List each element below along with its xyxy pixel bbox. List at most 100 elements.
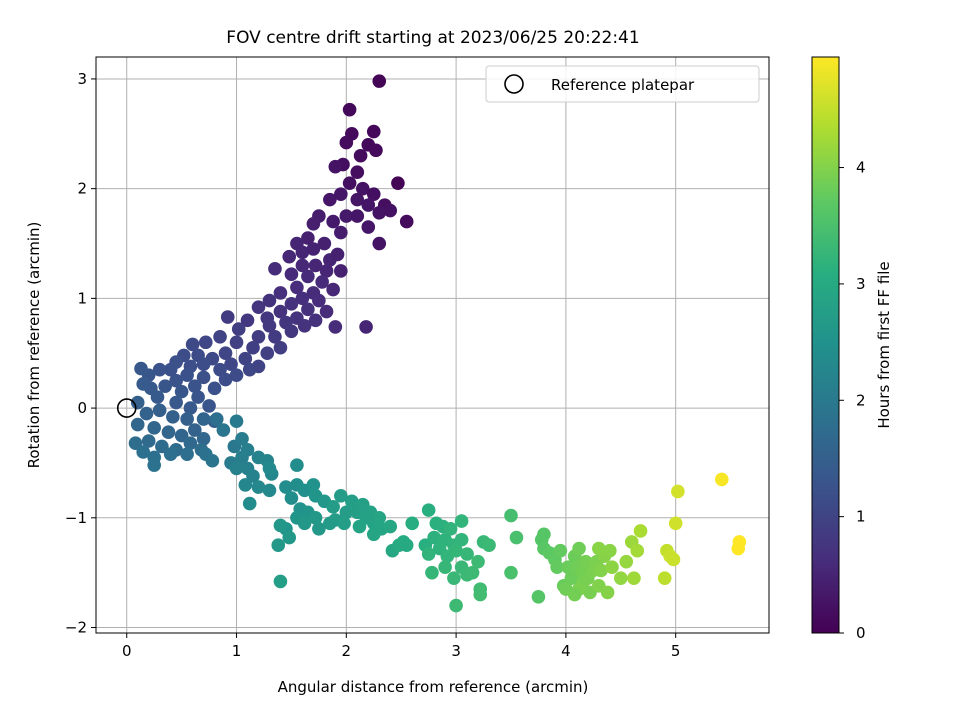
reference-marker-layer bbox=[116, 398, 137, 418]
data-point bbox=[128, 436, 143, 450]
data-point bbox=[342, 102, 357, 117]
data-point bbox=[328, 159, 343, 174]
x-tick-label: 5 bbox=[671, 642, 681, 660]
data-point bbox=[308, 511, 323, 525]
data-point bbox=[372, 205, 387, 220]
data-point bbox=[136, 377, 151, 391]
data-point bbox=[334, 187, 348, 201]
data-point bbox=[572, 541, 586, 556]
data-point bbox=[438, 560, 452, 574]
data-point bbox=[421, 503, 436, 517]
data-point bbox=[163, 362, 178, 377]
data-point bbox=[174, 428, 189, 443]
y-axis-ticks: −2 −1 0 1 2 3 bbox=[65, 70, 96, 637]
data-point bbox=[366, 124, 381, 139]
data-point bbox=[282, 530, 297, 545]
data-point bbox=[295, 258, 310, 273]
data-point bbox=[627, 571, 641, 585]
data-point bbox=[482, 538, 496, 553]
data-point bbox=[150, 390, 165, 404]
data-point bbox=[509, 530, 524, 545]
data-point bbox=[271, 538, 286, 553]
data-point bbox=[361, 198, 376, 212]
data-point bbox=[405, 516, 419, 531]
data-point bbox=[350, 192, 365, 207]
data-point bbox=[345, 494, 359, 509]
data-point bbox=[295, 291, 310, 306]
x-axis-label: Angular distance from reference (arcmin) bbox=[278, 678, 589, 696]
y-tick-label: −1 bbox=[65, 509, 87, 527]
data-point bbox=[353, 148, 368, 163]
data-point bbox=[603, 543, 617, 558]
data-point bbox=[319, 304, 334, 319]
data-point bbox=[297, 516, 312, 531]
data-point bbox=[633, 524, 648, 538]
data-point bbox=[454, 532, 469, 547]
data-point bbox=[246, 340, 260, 355]
data-point bbox=[242, 496, 257, 511]
data-point bbox=[268, 261, 282, 276]
data-point bbox=[399, 538, 414, 553]
data-point bbox=[342, 176, 357, 190]
colorbar-gradient bbox=[811, 56, 840, 634]
data-point bbox=[671, 484, 685, 499]
data-point bbox=[471, 554, 485, 569]
data-point bbox=[158, 379, 172, 393]
data-point bbox=[359, 320, 373, 334]
data-point bbox=[339, 209, 354, 223]
data-point bbox=[465, 565, 480, 580]
x-tick-label: 4 bbox=[561, 642, 571, 660]
data-point bbox=[134, 361, 148, 376]
data-point bbox=[339, 135, 354, 150]
data-point bbox=[323, 192, 337, 207]
data-point bbox=[630, 543, 645, 558]
x-tick-label: 1 bbox=[232, 642, 242, 660]
data-point bbox=[334, 264, 348, 278]
data-point bbox=[231, 322, 246, 336]
data-point bbox=[185, 337, 200, 352]
data-point bbox=[235, 432, 249, 446]
reference-platepar-marker bbox=[116, 398, 137, 418]
data-point bbox=[273, 518, 288, 533]
data-point bbox=[284, 297, 299, 311]
data-point bbox=[330, 247, 345, 262]
legend: Reference platepar bbox=[485, 65, 760, 103]
data-point bbox=[312, 293, 326, 308]
data-point bbox=[326, 282, 340, 297]
data-point bbox=[188, 423, 202, 437]
legend-open-circle-icon bbox=[504, 74, 524, 94]
data-point bbox=[297, 319, 312, 333]
data-point bbox=[196, 370, 211, 385]
data-point bbox=[301, 231, 315, 245]
legend-label: Reference platepar bbox=[551, 76, 695, 94]
data-point bbox=[196, 432, 211, 446]
data-point bbox=[339, 505, 354, 520]
data-point bbox=[366, 187, 381, 201]
data-point bbox=[399, 214, 414, 229]
data-point bbox=[605, 560, 619, 574]
data-point bbox=[251, 480, 266, 494]
data-point bbox=[315, 275, 329, 289]
data-point bbox=[130, 395, 145, 410]
colorbar-tick-label: 2 bbox=[856, 391, 866, 409]
data-point bbox=[229, 335, 244, 350]
data-point bbox=[262, 319, 277, 333]
data-point bbox=[161, 425, 176, 440]
data-point bbox=[213, 362, 227, 377]
data-point bbox=[205, 453, 220, 468]
data-point bbox=[317, 236, 332, 251]
data-point bbox=[262, 293, 277, 308]
data-point bbox=[216, 423, 231, 437]
data-point bbox=[337, 516, 351, 531]
data-point bbox=[504, 565, 518, 580]
data-point bbox=[447, 571, 461, 585]
data-point bbox=[251, 329, 266, 344]
data-point bbox=[196, 357, 211, 372]
data-point bbox=[180, 447, 194, 461]
data-point bbox=[454, 514, 469, 528]
data-point bbox=[350, 209, 365, 223]
data-point bbox=[196, 412, 211, 426]
data-point bbox=[152, 403, 167, 418]
data-point bbox=[714, 472, 729, 487]
